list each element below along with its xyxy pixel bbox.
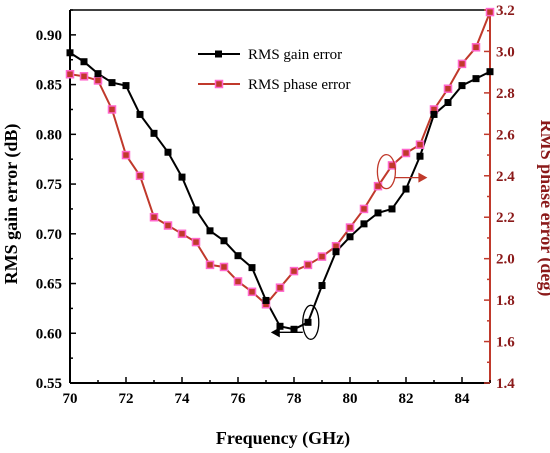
phase-point bbox=[345, 223, 355, 232]
x-axis-title: Frequency (GHz) bbox=[216, 428, 350, 449]
phase-point bbox=[163, 221, 173, 230]
gain-point bbox=[402, 185, 410, 193]
gain-point bbox=[318, 282, 326, 290]
gain-point bbox=[388, 205, 396, 213]
y-right-tick-label: 2.2 bbox=[496, 210, 515, 226]
legend: RMS gain error RMS phase error bbox=[190, 36, 372, 94]
x-tick-label: 72 bbox=[119, 391, 134, 407]
y-left-tick-label: 0.70 bbox=[36, 227, 62, 243]
y-right-tick-label: 2.6 bbox=[496, 127, 515, 143]
y-left-tick-label: 0.90 bbox=[36, 28, 62, 44]
gain-point bbox=[66, 49, 74, 57]
phase-point bbox=[457, 59, 467, 69]
phase-point bbox=[135, 171, 145, 181]
gain-point bbox=[472, 75, 480, 83]
phase-point bbox=[275, 283, 285, 292]
gain-annotation-arrowhead bbox=[270, 327, 280, 338]
y-axis-title-right: RMS phase error (deg) bbox=[536, 120, 550, 297]
x-tick-label: 84 bbox=[455, 391, 471, 407]
gain-point bbox=[122, 82, 130, 90]
y-right-tick-label: 3.2 bbox=[496, 3, 515, 19]
phase-point bbox=[149, 212, 159, 222]
legend-phase-marker bbox=[214, 79, 224, 89]
phase-point bbox=[219, 262, 229, 272]
y-right-tick-label: 1.4 bbox=[496, 376, 515, 392]
phase-point bbox=[93, 76, 103, 85]
x-tick-label: 78 bbox=[287, 391, 302, 407]
y-left-tick-label: 0.60 bbox=[36, 326, 62, 342]
y-right-tick-label: 3.0 bbox=[496, 44, 515, 60]
gain-point bbox=[80, 58, 88, 66]
gain-point bbox=[444, 99, 452, 107]
phase-point bbox=[289, 266, 299, 276]
gain-point bbox=[192, 206, 200, 214]
phase-annotation-ellipse bbox=[376, 153, 397, 190]
y-right-tick-label: 2.0 bbox=[496, 252, 515, 268]
x-tick-label: 74 bbox=[175, 391, 191, 407]
x-tick-label: 76 bbox=[231, 391, 247, 407]
legend-gain-label: RMS gain error bbox=[248, 47, 342, 63]
gain-point bbox=[458, 82, 466, 90]
phase-point bbox=[177, 229, 187, 239]
gain-point bbox=[332, 248, 340, 256]
y-left-tick-label: 0.85 bbox=[36, 78, 62, 94]
phase-point bbox=[485, 7, 495, 17]
gain-point bbox=[304, 318, 312, 326]
phase-annotation-arrowhead bbox=[418, 172, 428, 183]
y-left-tick-label: 0.55 bbox=[36, 376, 62, 392]
phase-point bbox=[443, 84, 453, 93]
gain-point bbox=[416, 152, 424, 160]
gain-point bbox=[94, 70, 102, 78]
y-right-tick-label: 2.4 bbox=[496, 169, 515, 185]
phase-point bbox=[79, 72, 89, 81]
y-right-tick-label: 2.8 bbox=[496, 86, 515, 102]
y-axis-title-left: RMS gain error (dB) bbox=[1, 124, 22, 285]
gain-point bbox=[374, 209, 382, 217]
gain-point bbox=[220, 237, 228, 245]
phase-point bbox=[191, 237, 201, 247]
phase-point bbox=[317, 252, 327, 261]
phase-point bbox=[303, 260, 313, 270]
phase-point bbox=[121, 150, 131, 160]
gain-point bbox=[276, 322, 284, 330]
gain-point bbox=[206, 227, 214, 235]
phase-point bbox=[359, 204, 369, 214]
y-right-tick-label: 1.6 bbox=[496, 335, 515, 351]
gain-point bbox=[360, 220, 368, 228]
x-tick-label: 82 bbox=[399, 391, 414, 407]
legend-gain-marker bbox=[215, 50, 222, 58]
phase-point bbox=[65, 69, 75, 79]
x-tick-label: 80 bbox=[343, 391, 358, 407]
y-right-tick-label: 1.8 bbox=[496, 293, 515, 309]
phase-point bbox=[233, 277, 243, 286]
legend-phase-label: RMS phase error bbox=[248, 77, 350, 93]
phase-point bbox=[247, 287, 257, 297]
gain-point bbox=[234, 252, 242, 260]
gain-point bbox=[262, 296, 270, 304]
phase-point bbox=[471, 43, 481, 52]
gain-point bbox=[136, 110, 144, 118]
gain-point bbox=[164, 148, 172, 156]
phase-point bbox=[107, 105, 117, 114]
gain-point bbox=[430, 110, 438, 118]
phase-point bbox=[401, 148, 411, 158]
phase-point bbox=[415, 140, 425, 149]
phase-point bbox=[387, 161, 397, 170]
gain-point bbox=[346, 233, 354, 241]
gain-point bbox=[108, 79, 116, 87]
gain-point bbox=[290, 325, 298, 333]
gain-point bbox=[178, 173, 186, 181]
gain-point bbox=[486, 68, 494, 76]
y-left-tick-label: 0.65 bbox=[36, 277, 62, 293]
annotation-layer bbox=[270, 153, 428, 340]
gain-annotation-ellipse bbox=[302, 304, 320, 340]
gain-point bbox=[150, 129, 158, 137]
gain-point bbox=[248, 264, 256, 272]
phase-point bbox=[205, 260, 215, 270]
y-left-tick-label: 0.80 bbox=[36, 127, 62, 143]
y-left-tick-label: 0.75 bbox=[36, 177, 62, 193]
x-tick-label: 70 bbox=[63, 391, 78, 407]
